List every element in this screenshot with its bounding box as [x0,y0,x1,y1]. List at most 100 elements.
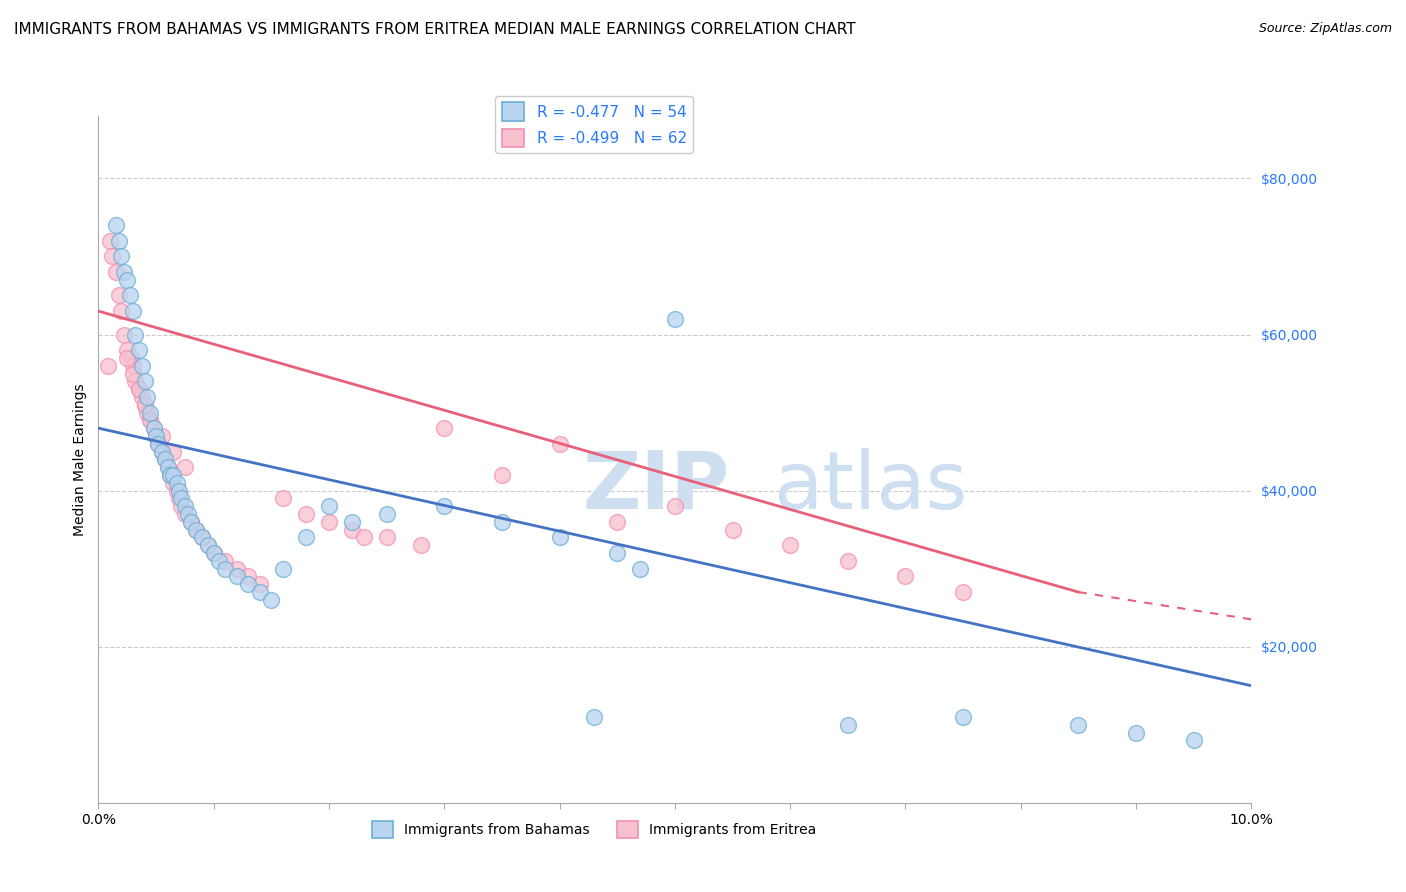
Point [583,710,606,724]
Point [952,710,974,724]
Point [162,467,184,482]
Point [112,265,135,279]
Text: atlas: atlas [773,448,967,526]
Text: Source: ZipAtlas.com: Source: ZipAtlas.com [1258,22,1392,36]
Point [117,273,139,287]
Point [1067,717,1090,731]
Point [548,530,571,544]
Point [174,500,197,514]
Point [128,343,150,358]
Point [156,460,179,475]
Point [433,500,456,514]
Point [174,507,197,521]
Point [837,717,859,731]
Point [295,507,318,521]
Point [128,382,150,396]
Point [174,460,197,475]
Point [159,467,181,482]
Point [606,546,628,560]
Point [159,467,181,482]
Point [186,523,208,537]
Point [139,413,162,427]
Point [894,569,917,583]
Point [118,288,141,302]
Point [139,405,162,420]
Point [249,585,271,599]
Point [1125,725,1147,739]
Point [104,219,127,233]
Point [952,585,974,599]
Text: ZIP: ZIP [582,448,730,526]
Point [225,569,247,583]
Point [214,562,236,576]
Point [197,538,219,552]
Point [318,515,340,529]
Point [1182,733,1205,747]
Point [135,390,157,404]
Y-axis label: Median Male Earnings: Median Male Earnings [73,383,87,536]
Point [170,491,193,506]
Point [120,351,142,365]
Point [155,452,177,467]
Point [180,515,202,529]
Text: IMMIGRANTS FROM BAHAMAS VS IMMIGRANTS FROM ERITREA MEDIAN MALE EARNINGS CORRELAT: IMMIGRANTS FROM BAHAMAS VS IMMIGRANTS FR… [14,22,856,37]
Point [162,475,184,490]
Point [170,500,193,514]
Point [340,515,363,529]
Point [664,500,686,514]
Point [238,577,260,591]
Point [191,530,214,544]
Point [202,546,225,560]
Point [249,577,271,591]
Point [134,398,156,412]
Point [134,375,156,389]
Point [271,562,294,576]
Point [721,523,744,537]
Point [98,234,121,248]
Point [225,562,247,576]
Point [202,546,225,560]
Point [295,530,318,544]
Point [375,530,398,544]
Point [122,359,145,373]
Point [433,421,456,435]
Point [101,250,124,264]
Point [353,530,375,544]
Point [180,515,202,529]
Point [135,405,157,420]
Point [131,359,153,373]
Point [238,569,260,583]
Point [167,491,190,506]
Point [155,452,177,467]
Point [411,538,433,552]
Point [548,436,571,450]
Point [112,327,135,342]
Point [606,515,628,529]
Point [191,530,214,544]
Point [117,343,139,358]
Point [167,483,190,498]
Point [122,304,145,318]
Point [197,538,219,552]
Point [166,483,188,498]
Point [150,444,173,458]
Point [117,351,139,365]
Point [104,265,127,279]
Point [134,398,156,412]
Legend: Immigrants from Bahamas, Immigrants from Eritrea: Immigrants from Bahamas, Immigrants from… [367,816,823,844]
Point [318,500,340,514]
Point [166,475,188,490]
Point [139,413,162,427]
Point [145,429,167,443]
Point [779,538,801,552]
Point [664,312,686,326]
Point [108,234,131,248]
Point [177,507,200,521]
Point [491,467,513,482]
Point [110,250,132,264]
Point [214,554,236,568]
Point [260,592,283,607]
Point [628,562,651,576]
Point [142,421,165,435]
Point [162,444,184,458]
